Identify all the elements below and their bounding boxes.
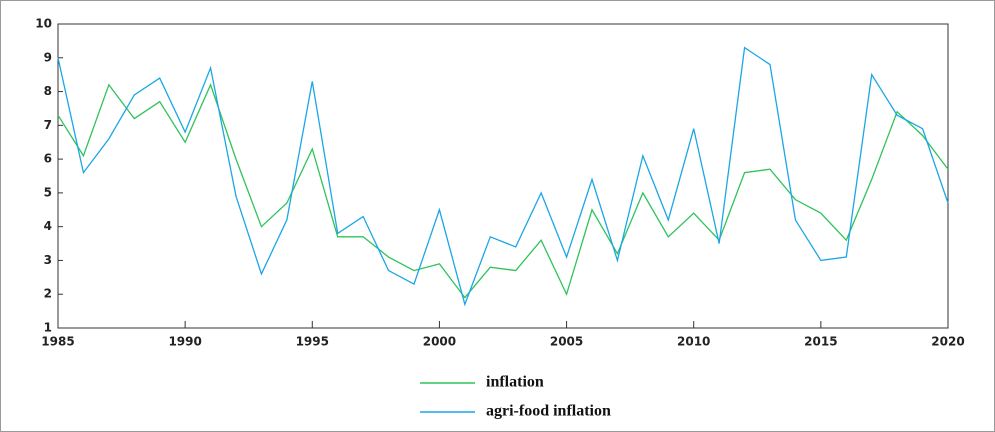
series-line bbox=[57, 46, 949, 307]
y-tick-label: 4 bbox=[44, 219, 52, 233]
plot-frame bbox=[57, 23, 949, 329]
legend-label: agri-food inflation bbox=[486, 403, 611, 420]
y-tick-label: 1 bbox=[44, 321, 52, 335]
x-tick-label: 2005 bbox=[550, 335, 583, 349]
x-tick-label: 2020 bbox=[931, 335, 964, 349]
y-tick-label: 9 bbox=[44, 50, 52, 64]
x-tick-label: 1995 bbox=[296, 335, 329, 349]
legend-label: inflation bbox=[486, 374, 544, 391]
x-tick-label: 2015 bbox=[804, 335, 837, 349]
y-tick-label: 8 bbox=[44, 84, 52, 98]
y-tick-label: 7 bbox=[44, 118, 52, 132]
x-tick-label: 1990 bbox=[168, 335, 201, 349]
series-line bbox=[57, 83, 949, 299]
x-tick-label: 2010 bbox=[677, 335, 710, 349]
y-tick-label: 5 bbox=[44, 185, 52, 199]
y-tick-label: 10 bbox=[35, 17, 52, 31]
x-tick-label: 1985 bbox=[41, 335, 74, 349]
y-tick-label: 2 bbox=[44, 287, 52, 301]
x-tick-label: 2000 bbox=[423, 335, 456, 349]
y-tick-label: 3 bbox=[44, 253, 52, 267]
y-tick-label: 6 bbox=[44, 152, 52, 166]
